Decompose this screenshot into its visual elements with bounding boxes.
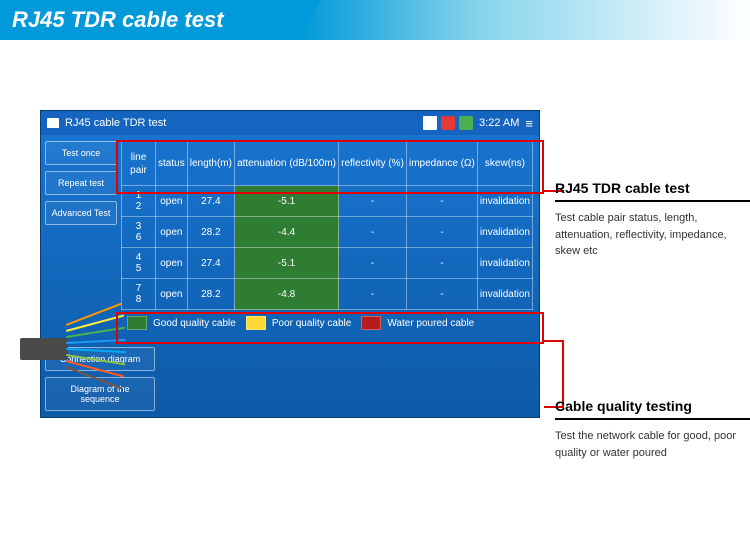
cell-skew: invalidation — [477, 279, 532, 310]
app-title: RJ45 cable TDR test — [65, 117, 166, 129]
cell-imp: - — [406, 279, 477, 310]
cable-illustration — [20, 320, 120, 378]
results-table: line pair status length(m) attenuation (… — [121, 141, 533, 310]
legend-water: Water poured cable — [361, 316, 474, 330]
cell-length: 28.2 — [187, 217, 234, 248]
cell-refl: - — [339, 248, 407, 279]
legend: Good quality cable Poor quality cable Wa… — [121, 310, 533, 336]
th-skew: skew(ns) — [477, 142, 532, 186]
cell-pair: 4 5 — [122, 248, 156, 279]
main-panel: line pair status length(m) attenuation (… — [121, 135, 539, 347]
cable-sheath — [20, 338, 68, 360]
th-status: status — [156, 142, 188, 186]
swatch-poor — [246, 316, 266, 330]
cable-wire — [66, 348, 126, 353]
disk-icon — [459, 116, 473, 130]
th-imp: impedance (Ω) — [406, 142, 477, 186]
table-row: 7 8 open 28.2 -4.8 - - invalidation — [122, 279, 533, 310]
cell-imp: - — [406, 248, 477, 279]
cell-pair: 1 2 — [122, 186, 156, 217]
net-icon — [441, 116, 455, 130]
advanced-test-button[interactable]: Advanced Test — [45, 201, 117, 225]
bottom-buttons-2: Diagram of the sequence — [41, 377, 539, 417]
cell-skew: invalidation — [477, 186, 532, 217]
device-body: Test once Repeat test Advanced Test line… — [41, 135, 539, 347]
cell-imp: - — [406, 217, 477, 248]
cable-wire — [66, 339, 126, 344]
battery-icon — [423, 116, 437, 130]
cell-length: 27.4 — [187, 248, 234, 279]
swatch-good — [127, 316, 147, 330]
legend-good: Good quality cable — [127, 316, 236, 330]
cell-skew: invalidation — [477, 248, 532, 279]
annot1-title: RJ45 TDR cable test — [555, 180, 750, 202]
sidebar: Test once Repeat test Advanced Test — [41, 135, 121, 347]
legend-good-label: Good quality cable — [153, 318, 236, 329]
annotation-2: Cable quality testing Test the network c… — [555, 398, 750, 461]
menu-icon[interactable]: ≡ — [525, 116, 533, 131]
page-banner: RJ45 TDR cable test — [0, 0, 750, 40]
table-row: 1 2 open 27.4 -5.1 - - invalidation — [122, 186, 533, 217]
table-row: 4 5 open 27.4 -5.1 - - invalidation — [122, 248, 533, 279]
cell-status: open — [156, 186, 188, 217]
clock: 3:22 AM — [479, 117, 519, 129]
swatch-water — [361, 316, 381, 330]
cell-refl: - — [339, 217, 407, 248]
legend-poor-label: Poor quality cable — [272, 318, 352, 329]
callout-line-2 — [544, 340, 564, 342]
cell-pair: 7 8 — [122, 279, 156, 310]
table-row: 3 6 open 28.2 -4.4 - - invalidation — [122, 217, 533, 248]
titlebar: RJ45 cable TDR test 3:22 AM ≡ — [41, 111, 539, 135]
th-length: length(m) — [187, 142, 234, 186]
th-atten: attenuation (dB/100m) — [235, 142, 339, 186]
annotation-1: RJ45 TDR cable test Test cable pair stat… — [555, 180, 750, 260]
legend-poor: Poor quality cable — [246, 316, 352, 330]
cell-refl: - — [339, 279, 407, 310]
annot1-desc: Test cable pair status, length, attenuat… — [555, 210, 750, 260]
cell-atten: -4.8 — [235, 279, 339, 310]
test-once-button[interactable]: Test once — [45, 141, 117, 165]
seq-diagram-button[interactable]: Diagram of the sequence — [45, 377, 155, 411]
banner-title: RJ45 TDR cable test — [0, 0, 300, 40]
stage: RJ45 cable TDR test 3:22 AM ≡ Test once … — [0, 40, 750, 458]
legend-water-label: Water poured cable — [387, 318, 474, 329]
cell-length: 27.4 — [187, 186, 234, 217]
cell-atten: -5.1 — [235, 248, 339, 279]
banner-gradient — [300, 0, 750, 40]
th-pair: line pair — [122, 142, 156, 186]
table-header-row: line pair status length(m) attenuation (… — [122, 142, 533, 186]
cell-status: open — [156, 279, 188, 310]
cell-imp: - — [406, 186, 477, 217]
cell-skew: invalidation — [477, 217, 532, 248]
app-icon — [47, 118, 59, 128]
annot2-desc: Test the network cable for good, poor qu… — [555, 428, 750, 461]
cell-atten: -4.4 — [235, 217, 339, 248]
cell-atten: -5.1 — [235, 186, 339, 217]
cell-status: open — [156, 217, 188, 248]
cell-refl: - — [339, 186, 407, 217]
cell-pair: 3 6 — [122, 217, 156, 248]
repeat-test-button[interactable]: Repeat test — [45, 171, 117, 195]
th-refl: reflectivity (%) — [339, 142, 407, 186]
annot2-title: Cable quality testing — [555, 398, 750, 420]
cell-status: open — [156, 248, 188, 279]
cell-length: 28.2 — [187, 279, 234, 310]
